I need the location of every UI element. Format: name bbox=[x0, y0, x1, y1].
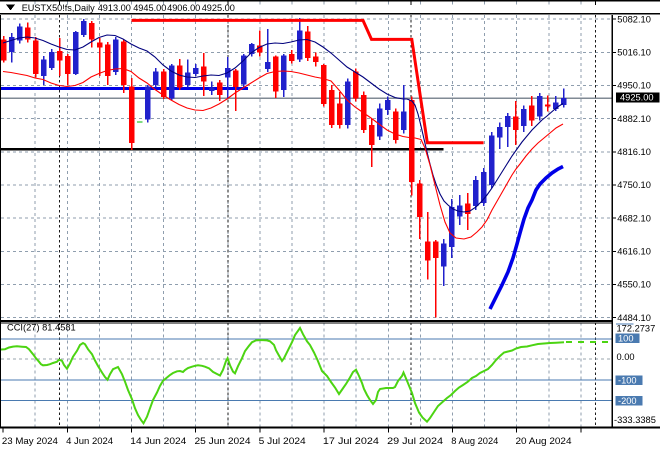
svg-text:5 Jul 2024: 5 Jul 2024 bbox=[259, 435, 306, 446]
svg-text:5016.10: 5016.10 bbox=[617, 48, 651, 58]
svg-text:20 Aug 2024: 20 Aug 2024 bbox=[516, 435, 572, 446]
svg-text:172.2737: 172.2737 bbox=[617, 323, 656, 333]
svg-text:EUSTX50!fs,Daily: EUSTX50!fs,Daily bbox=[22, 3, 95, 13]
svg-text:4950.10: 4950.10 bbox=[617, 81, 651, 91]
svg-text:4816.10: 4816.10 bbox=[617, 147, 651, 157]
svg-text:23 May 2024: 23 May 2024 bbox=[2, 435, 58, 446]
svg-text:4550.10: 4550.10 bbox=[617, 280, 651, 290]
svg-text:-100: -100 bbox=[618, 376, 637, 386]
svg-text:-200: -200 bbox=[618, 396, 637, 406]
svg-text:4925.00: 4925.00 bbox=[202, 3, 235, 13]
svg-text:4906.00: 4906.00 bbox=[167, 3, 200, 13]
svg-text:4945.00: 4945.00 bbox=[133, 3, 166, 13]
svg-text:4913.00: 4913.00 bbox=[98, 3, 131, 13]
svg-text:14 Jun 2024: 14 Jun 2024 bbox=[130, 435, 186, 446]
svg-text:4484.10: 4484.10 bbox=[617, 313, 651, 323]
svg-text:4616.10: 4616.10 bbox=[617, 247, 651, 257]
svg-text:29 Jul 2024: 29 Jul 2024 bbox=[387, 435, 443, 446]
svg-text:17 Jul 2024: 17 Jul 2024 bbox=[323, 435, 379, 446]
svg-text:25 Jun 2024: 25 Jun 2024 bbox=[195, 435, 251, 446]
svg-text:4 Jun 2024: 4 Jun 2024 bbox=[66, 435, 113, 446]
svg-text:100: 100 bbox=[618, 334, 634, 344]
svg-text:8 Aug 2024: 8 Aug 2024 bbox=[451, 435, 498, 446]
svg-text:4750.10: 4750.10 bbox=[617, 180, 651, 190]
svg-text:0.00: 0.00 bbox=[617, 352, 635, 362]
svg-text:CCI(27) 81.4581: CCI(27) 81.4581 bbox=[7, 323, 76, 333]
svg-text:-333.3385: -333.3385 bbox=[614, 415, 656, 425]
svg-text:4882.10: 4882.10 bbox=[617, 114, 651, 124]
svg-text:4925.00: 4925.00 bbox=[620, 92, 654, 102]
svg-text:4682.10: 4682.10 bbox=[617, 213, 651, 223]
svg-text:5082.10: 5082.10 bbox=[617, 14, 651, 24]
